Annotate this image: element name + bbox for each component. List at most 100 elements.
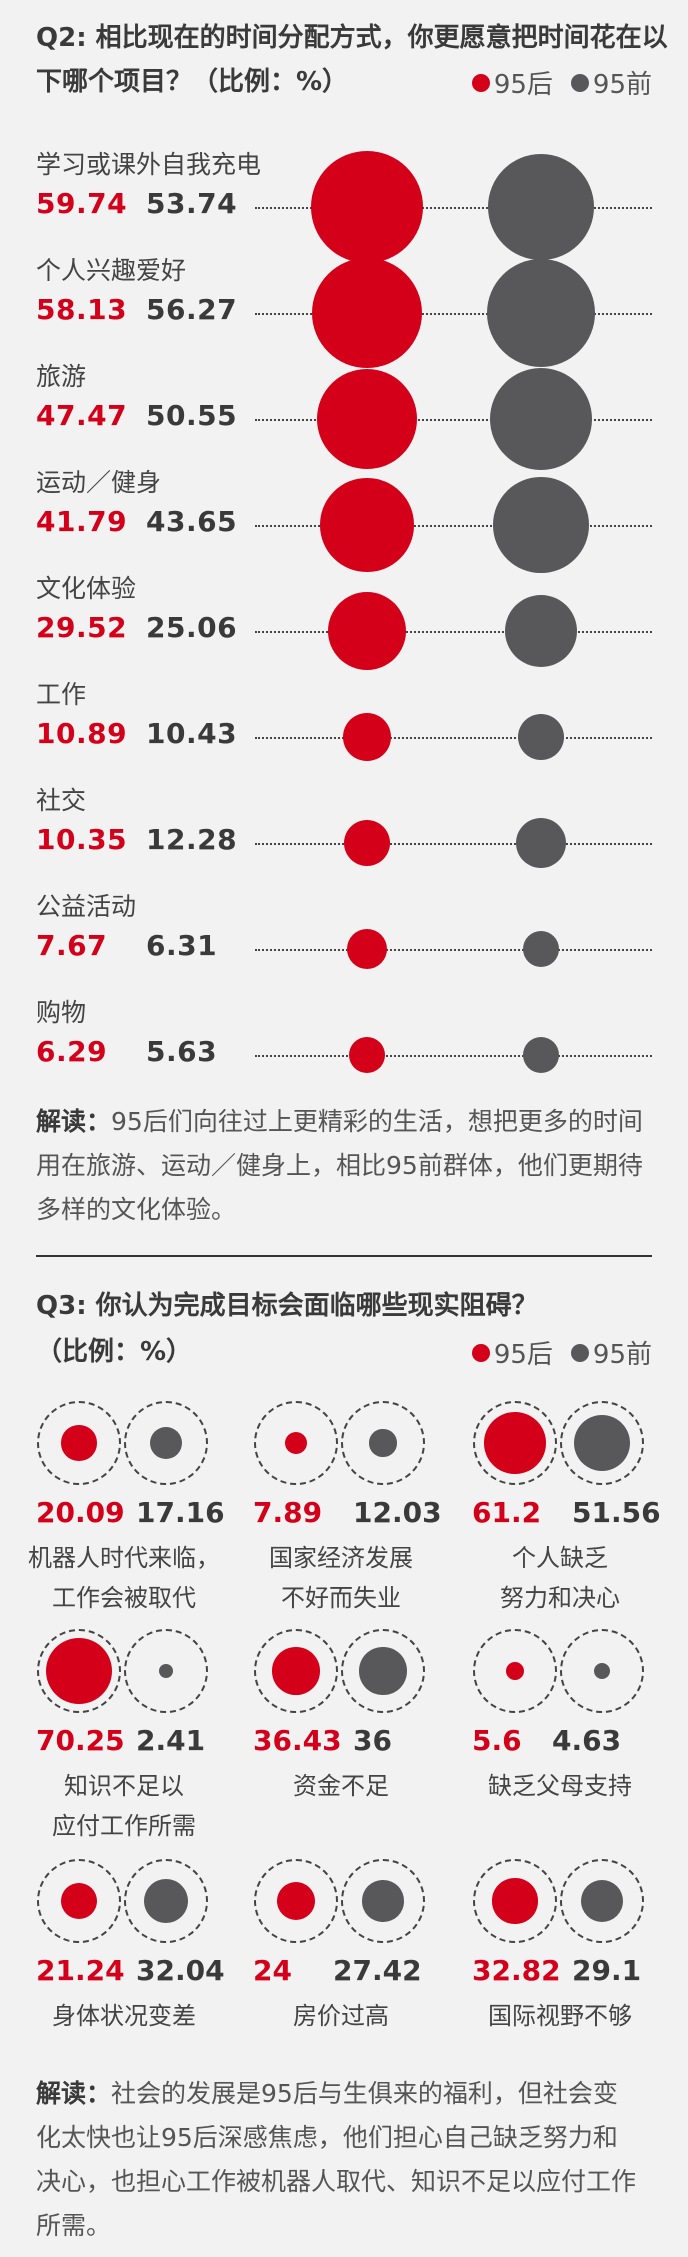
q3-pre95-bubble — [143, 1878, 189, 1924]
q2-pre95-bubble — [504, 594, 578, 668]
q3-post95-ring — [254, 1859, 338, 1943]
q2-note: 解读：95后们向往过上更精彩的生活，想把更多的时间 用在旅游、运动／健身上，相比… — [36, 1100, 666, 1232]
q2-pre95-value: 53.74 — [146, 187, 238, 220]
q2-post95-bubble — [311, 151, 423, 263]
q2-pre95-value: 5.63 — [146, 1035, 218, 1068]
legend-item-pre95: 95前 — [570, 64, 652, 101]
q3-post95-value: 61.2 — [472, 1496, 542, 1529]
q3-pre95-value: 27.42 — [333, 1954, 422, 1987]
q3-pre95-value: 12.03 — [353, 1496, 442, 1529]
q3-pre95-bubble — [359, 1647, 407, 1695]
q3-legend-label-pre95: 95前 — [592, 1340, 652, 1370]
q2-pre95-value: 6.31 — [146, 929, 218, 962]
q3-item-label: 缺乏父母支持 — [488, 1772, 632, 1800]
q2-dotted-guide — [255, 843, 652, 845]
q3-item-label-line2: 努力和决心 — [500, 1584, 620, 1612]
legend-label-pre95: 95前 — [592, 70, 652, 100]
legend-dot-post95 — [471, 73, 490, 92]
q3-pre95-value: 32.04 — [136, 1954, 225, 1987]
q3-pre95-ring — [341, 1401, 425, 1485]
q2-title-line1: Q2: 相比现在的时间分配方式，你更愿意把时间花在以 — [36, 23, 668, 53]
q2-pre95-bubble — [522, 930, 560, 968]
q3-pre95-value: 36 — [353, 1724, 392, 1757]
q3-item-label-line2: 不好而失业 — [281, 1584, 401, 1612]
q2-category-label: 个人兴趣爱好 — [36, 256, 187, 285]
q3-pre95-ring — [124, 1629, 208, 1713]
q3-pre95-ring — [341, 1629, 425, 1713]
q2-post95-value: 10.35 — [36, 823, 128, 856]
q2-pre95-bubble — [486, 258, 596, 368]
q2-dotted-guide — [255, 525, 652, 527]
q2-dotted-guide — [255, 419, 652, 421]
q3-post95-bubble — [61, 1425, 97, 1461]
q2-category-label: 工作 — [36, 680, 87, 709]
q2-category-label: 运动／健身 — [36, 468, 162, 497]
q3-item-label: 机器人时代来临， — [28, 1544, 220, 1572]
q2-pre95-value: 12.28 — [146, 823, 238, 856]
q3-pre95-bubble — [369, 1429, 397, 1457]
q2-pre95-value: 43.65 — [146, 505, 238, 538]
q2-post95-bubble — [311, 257, 423, 369]
q2-post95-value: 7.67 — [36, 929, 108, 962]
q3-pre95-ring — [341, 1859, 425, 1943]
q3-note-line4: 所需。 — [36, 2211, 112, 2240]
q3-note-line1: 社会的发展是95后与生俱来的福利，但社会变 — [111, 2079, 618, 2108]
section-divider — [36, 1255, 652, 1257]
q3-legend-dot-pre95 — [570, 1343, 589, 1362]
q2-note-line3: 多样的文化体验。 — [36, 1195, 237, 1224]
q3-pre95-value: 51.56 — [572, 1496, 661, 1529]
q2-pre95-value: 25.06 — [146, 611, 238, 644]
q2-note-line1: 95后们向往过上更精彩的生活，想把更多的时间 — [111, 1107, 643, 1136]
q2-note-line2: 用在旅游、运动／健身上，相比95前群体，他们更期待 — [36, 1151, 643, 1180]
q2-pre95-bubble — [517, 713, 565, 761]
q3-post95-value: 70.25 — [36, 1724, 125, 1757]
q3-post95-bubble — [276, 1881, 316, 1921]
q3-post95-bubble — [492, 1878, 538, 1924]
q2-category-label: 学习或课外自我充电 — [36, 150, 262, 179]
q2-pre95-bubble — [493, 477, 589, 573]
q3-pre95-value: 29.1 — [572, 1954, 642, 1987]
q3-post95-ring — [254, 1629, 338, 1713]
q2-dotted-guide — [255, 313, 652, 315]
q3-legend-label-post95: 95后 — [493, 1340, 553, 1370]
q3-item-label: 国家经济发展 — [269, 1544, 413, 1572]
q2-post95-value: 41.79 — [36, 505, 128, 538]
q2-post95-bubble — [343, 713, 391, 761]
q2-dotted-guide — [255, 207, 652, 209]
q2-post95-bubble — [317, 369, 417, 469]
q2-pre95-bubble — [523, 1037, 559, 1073]
q2-post95-value: 59.74 — [36, 187, 128, 220]
q3-note-label: 解读： — [36, 2079, 112, 2108]
q2-post95-value: 10.89 — [36, 717, 128, 750]
q3-legend-item-post95: 95后 — [471, 1334, 553, 1371]
q2-dotted-guide — [255, 631, 652, 633]
q3-post95-ring — [473, 1859, 557, 1943]
q3-post95-value: 24 — [253, 1954, 292, 1987]
q3-title: Q3: 你认为完成目标会面临哪些现实阻碍？ — [36, 1291, 538, 1321]
q3-pre95-bubble — [593, 1662, 611, 1680]
q2-category-label: 社交 — [36, 786, 87, 815]
q3-post95-value: 36.43 — [253, 1724, 342, 1757]
q3-post95-bubble — [60, 1882, 98, 1920]
q3-pre95-bubble — [573, 1414, 631, 1472]
q3-pre95-value: 4.63 — [552, 1724, 622, 1757]
q3-post95-value: 21.24 — [36, 1954, 125, 1987]
q2-post95-bubble — [346, 928, 387, 969]
q3-post95-bubble — [46, 1638, 112, 1704]
q2-pre95-bubble — [515, 817, 567, 869]
q2-pre95-value: 50.55 — [146, 399, 238, 432]
q3-note-line3: 决心，也担心工作被机器人取代、知识不足以应付工作 — [36, 2167, 637, 2196]
q3-legend-item-pre95: 95前 — [570, 1334, 652, 1371]
q3-post95-ring — [37, 1401, 121, 1485]
q3-post95-bubble — [284, 1431, 308, 1455]
q2-post95-bubble — [348, 1036, 386, 1074]
q3-pre95-ring — [560, 1401, 644, 1485]
legend-label-post95: 95后 — [493, 70, 553, 100]
q3-item-label: 个人缺乏 — [512, 1544, 608, 1572]
q3-pre95-value: 2.41 — [136, 1724, 206, 1757]
q3-pre95-ring — [560, 1859, 644, 1943]
q2-title-line2: 下哪个项目？（比例：%） — [36, 67, 349, 97]
q3-pre95-ring — [124, 1859, 208, 1943]
q2-post95-value: 47.47 — [36, 399, 128, 432]
q2-legend: 95后 95前 — [454, 64, 652, 101]
